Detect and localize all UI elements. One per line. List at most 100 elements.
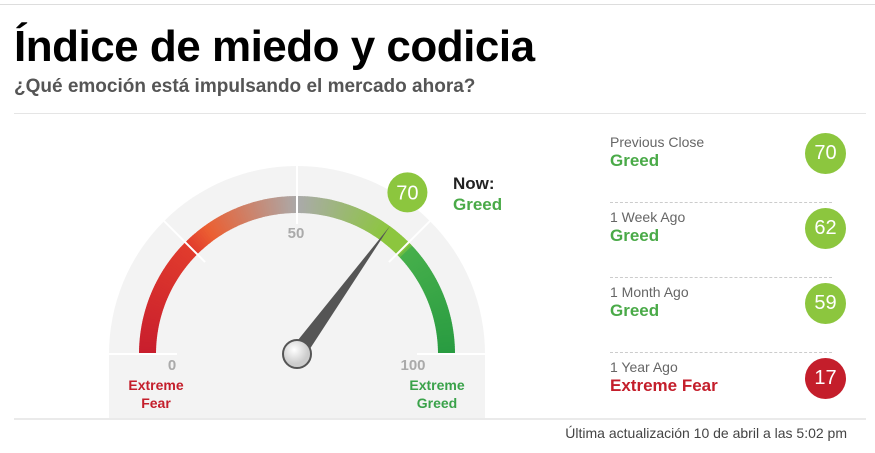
history-value: 59 xyxy=(805,283,846,324)
gauge-arc-segment xyxy=(141,321,160,328)
gauge-arc-segment xyxy=(401,247,416,262)
gauge-arc-segment xyxy=(142,316,160,324)
gauge-arc-segment xyxy=(234,207,244,225)
gauge-arc-segment xyxy=(279,196,285,214)
gauge-arc-segment xyxy=(227,210,238,228)
gauge-arc-segment xyxy=(359,212,370,229)
gauge-arc-segment xyxy=(398,244,413,258)
gauge-arc-segment xyxy=(385,230,399,246)
gauge-arc-segment xyxy=(143,311,162,319)
gauge-arc-segment xyxy=(433,312,451,320)
gauge-arc-segment xyxy=(334,201,342,219)
gauge-arc-segment xyxy=(162,268,179,281)
gauge-arc-segment xyxy=(252,201,261,219)
gauge-arc-segment xyxy=(433,314,451,322)
gauge-arc-segment xyxy=(145,304,164,313)
gauge-arc-segment xyxy=(218,215,230,232)
extreme-fear-label-2: Fear xyxy=(141,395,171,411)
gauge-arc-segment xyxy=(145,307,163,315)
gauge-arc-segment xyxy=(368,218,380,235)
gauge-arc-segment xyxy=(417,271,434,283)
gauge-arc-segment xyxy=(141,323,159,330)
gauge-arc-segment xyxy=(428,295,445,305)
gauge-arc-segment xyxy=(362,214,374,231)
history-value: 62 xyxy=(805,208,846,249)
gauge-arc-segment xyxy=(223,212,234,230)
gauge-arc-segment xyxy=(388,233,402,249)
gauge-arc-segment xyxy=(178,247,194,261)
gauge-arc-segment xyxy=(151,288,169,299)
gauge-arc-segment xyxy=(139,338,157,343)
gauge-arc-segment xyxy=(422,282,440,293)
gauge-arc-segment xyxy=(200,227,213,243)
gauge-arc-segment xyxy=(148,297,166,307)
gauge-arc-segment xyxy=(202,225,215,242)
gauge-arc-segment xyxy=(329,200,337,218)
history-status: Greed xyxy=(610,151,660,170)
gauge-arc-segment xyxy=(431,307,449,316)
gauge-arc-segment xyxy=(238,206,248,223)
now-indicator: Now: Greed xyxy=(453,173,502,215)
gauge-arc-segment xyxy=(423,284,441,295)
gauge-arc-segment xyxy=(435,321,453,329)
gauge-arc-segment xyxy=(164,264,181,277)
gauge-arc-segment xyxy=(163,266,180,279)
gauge-arc-segment xyxy=(434,319,452,326)
extreme-fear-label-1: Extreme xyxy=(128,377,183,393)
gauge-arc-segment xyxy=(426,291,444,301)
gauge-arc-segment xyxy=(155,281,172,292)
gauge-arc-segment xyxy=(434,317,452,324)
gauge-arc-segment xyxy=(250,202,259,220)
gauge-arc-segment xyxy=(154,284,171,294)
history-item: 1 Year Ago Extreme Fear 17 xyxy=(610,353,846,428)
gauge-arc-segment xyxy=(436,329,454,335)
gauge-arc-segment xyxy=(332,200,340,219)
gauge-arc-segment xyxy=(408,257,424,270)
gauge-arc-segment xyxy=(437,349,455,353)
gauge-arc-segment xyxy=(378,224,391,241)
gauge-arc-segment xyxy=(187,238,201,253)
fear-greed-gauge: 50 0 100 Extreme Fear Extreme Greed 70 xyxy=(109,166,485,418)
gauge-arc-segment xyxy=(176,249,192,263)
gauge-arc-segment xyxy=(310,196,315,214)
gauge-arc-segment xyxy=(427,293,445,303)
gauge-arc-segment xyxy=(231,208,242,226)
gauge-arc-segment xyxy=(372,220,385,237)
gauge-arc-segment xyxy=(346,206,356,224)
gauge-arc-segment xyxy=(292,196,296,214)
page-subtitle: ¿Qué emoción está impulsando el mercado … xyxy=(14,76,476,97)
gauge-arc-segment xyxy=(245,203,254,221)
gauge-arc-segment xyxy=(407,255,423,268)
history-list: Previous Close Greed 70 1 Week Ago Greed 62 … xyxy=(610,128,846,428)
gauge-arc-segment xyxy=(188,236,203,252)
gauge-arc-segment xyxy=(262,199,269,217)
gauge-arc-segment xyxy=(190,235,205,250)
history-item: 1 Month Ago Greed 59 xyxy=(610,278,846,353)
history-label: Previous Close xyxy=(610,134,705,150)
gauge-arc-segment xyxy=(437,346,455,351)
gauge-arc-segment xyxy=(325,199,332,217)
gauge-arc-segment xyxy=(158,275,175,287)
gauge-arc-segment xyxy=(424,286,442,297)
gauge-arc-segment xyxy=(206,223,219,239)
gauge-arc-segment xyxy=(428,298,446,307)
gauge-arc-segment xyxy=(370,219,383,236)
gauge-arc-segment xyxy=(208,221,220,238)
gauge-arc-segment xyxy=(140,328,158,335)
gauge-arc-segment xyxy=(143,314,161,322)
gauge-arc-segment xyxy=(139,333,158,339)
gauge-arc-segment xyxy=(436,334,455,339)
extreme-greed-label-1: Extreme xyxy=(409,377,464,393)
gauge-arc-segment xyxy=(430,302,448,311)
gauge-arc-segment xyxy=(386,232,400,248)
now-status: Greed xyxy=(453,195,503,214)
history-status: Extreme Fear xyxy=(610,376,718,395)
gauge-arc-segment xyxy=(391,237,406,252)
gauge-arc-segment xyxy=(396,242,411,257)
history-label: 1 Year Ago xyxy=(610,359,678,375)
gauge-arc-segment xyxy=(316,197,323,215)
gauge-arc-segment xyxy=(257,200,265,218)
gauge-arc-segment xyxy=(216,216,228,233)
gauge-arc-segment xyxy=(344,205,354,223)
gauge-arc-segment xyxy=(156,279,173,290)
